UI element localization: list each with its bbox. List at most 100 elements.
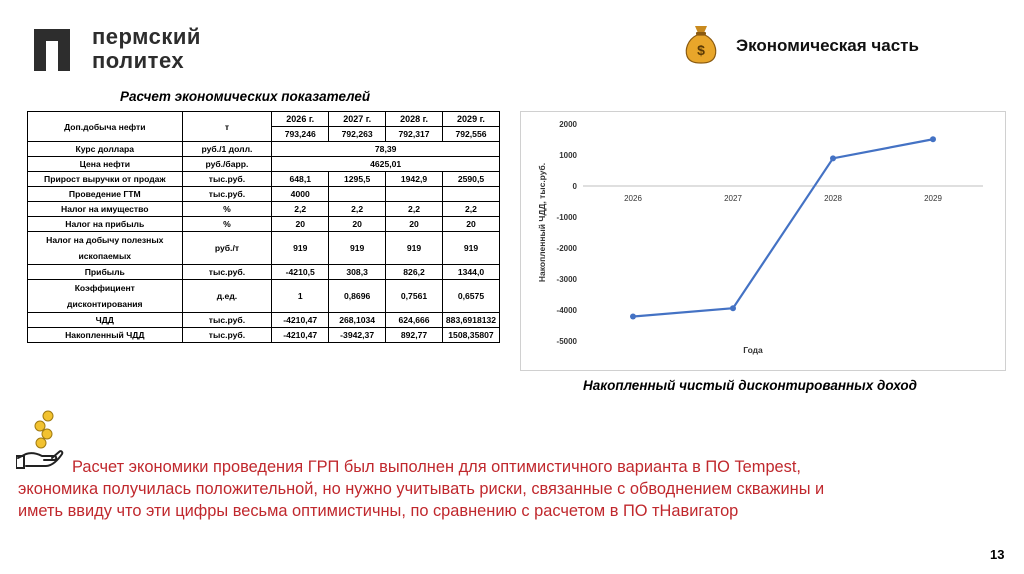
table-row: Налог на добычу полезных ископаемых руб.… [27, 231, 501, 265]
year-header: 2026 г. [271, 111, 330, 127]
table-cell: 648,1 [271, 171, 330, 187]
page-number: 13 [990, 547, 1005, 562]
table-cell: 0,7561 [385, 279, 443, 313]
data-point [830, 155, 836, 162]
conclusion-text: Расчет экономики проведения ГРП был выпо… [18, 456, 1003, 522]
table-cell: 20 [328, 216, 387, 232]
table-row: ЧДД тыс.руб. -4210,47 268,1034 624,666 8… [27, 312, 501, 328]
row-label-line: Налог на добычу полезных [46, 235, 164, 245]
table-row: Прирост выручки от продаж тыс.руб. 648,1… [27, 171, 501, 187]
unit-dollar: руб./1 долл. [181, 141, 273, 157]
row-label-production: Доп.добыча нефти [27, 111, 183, 142]
series-line [632, 138, 934, 318]
table-cell: 1942,9 [385, 171, 443, 187]
table-cell: -4210,47 [271, 312, 330, 328]
row-label-gtm: Проведение ГТМ [27, 186, 183, 202]
economics-table-container: Доп.добыча нефти т 2026 г. 2027 г. 2028 … [27, 111, 501, 343]
y-axis-title: Накопленный ЧДД, тыс.руб. [537, 163, 547, 282]
table-cell: 792,556 [441, 126, 501, 142]
unit-cum-npv: тыс.руб. [181, 327, 273, 343]
conclusion-line: иметь ввиду что эти цифры весьма оптимис… [18, 502, 739, 520]
year-header: 2028 г. [385, 111, 443, 127]
npv-chart: 2000 1000 0 -1000 -2000 -3000 -4000 -5000 2026 20… [520, 111, 1006, 371]
row-label-line: ископаемых [78, 251, 132, 261]
y-tick-label: -3000 [557, 275, 578, 284]
y-tick-label: -4000 [557, 306, 578, 315]
y-tick-label: 2000 [559, 120, 577, 129]
money-bag-icon: $ [685, 26, 717, 64]
table-cell: 2,2 [271, 201, 330, 217]
unit-gtm: тыс.руб. [181, 186, 273, 202]
table-cell [328, 186, 387, 202]
table-cell: 919 [441, 231, 501, 265]
row-label-oil-price: Цена нефти [27, 156, 183, 172]
table-row: Накопленный ЧДД тыс.руб. -4210,47 -3942,… [27, 327, 501, 343]
table-cell: 826,2 [385, 264, 443, 280]
svg-text:$: $ [697, 42, 705, 58]
table-cell: 793,246 [271, 126, 330, 142]
conclusion-line: экономика получилась положительной, но н… [18, 480, 825, 498]
table-cell: 1 [271, 279, 330, 313]
table-row: Прибыль тыс.руб. -4210,5 308,3 826,2 134… [27, 264, 501, 280]
year-header: 2029 г. [441, 111, 501, 127]
table-cell: -3942,37 [328, 327, 387, 343]
table-cell: -4210,47 [271, 327, 330, 343]
hand-coins-icon [16, 410, 64, 469]
y-tick-label: -2000 [557, 244, 578, 253]
table-cell: 1508,35807 [441, 327, 501, 343]
table-cell: 883,6918132 [441, 312, 501, 328]
table-cell: 2590,5 [441, 171, 501, 187]
logo-line-2: политех [92, 48, 185, 73]
table-cell: -4210,5 [271, 264, 330, 280]
row-label-discount: Коэффициент дисконтирования [27, 279, 183, 313]
unit-profit: тыс.руб. [181, 264, 273, 280]
table-cell: 4625,01 [271, 156, 500, 172]
x-tick-label: 2029 [924, 194, 942, 203]
table-cell: 0,6575 [441, 279, 501, 313]
y-tick-label: -5000 [557, 337, 578, 346]
x-tick-label: 2026 [624, 194, 642, 203]
row-label-line: Коэффициент [74, 283, 135, 293]
unit-production: т [181, 111, 273, 142]
data-point [930, 136, 936, 143]
section-title: Экономическая часть [736, 36, 919, 55]
unit-property-tax: % [181, 201, 273, 217]
table-cell: 0,8696 [328, 279, 387, 313]
table-cell: 1295,5 [328, 171, 387, 187]
table-row: Курс доллара руб./1 долл. 78,39 [27, 141, 500, 157]
year-header: 2027 г. [328, 111, 387, 127]
row-label-npv: ЧДД [27, 312, 183, 328]
y-tick-label: 1000 [559, 151, 577, 160]
y-tick-label: 0 [573, 182, 578, 191]
row-label-mineral-tax: Налог на добычу полезных ископаемых [27, 231, 183, 265]
table-row: Цена нефти руб./барр. 4625,01 [27, 156, 500, 172]
row-label-revenue: Прирост выручки от продаж [27, 171, 183, 187]
table-cell: 268,1034 [328, 312, 387, 328]
table-row: Налог на прибыль % 20 20 20 20 [27, 216, 501, 232]
table-cell: 792,317 [385, 126, 443, 142]
table-row: Коэффициент дисконтирования д.ед. 1 0,86… [27, 279, 501, 313]
table-cell: 4000 [271, 186, 330, 202]
logo-mark-icon [34, 29, 70, 71]
row-label-line: дисконтирования [67, 299, 143, 309]
unit-npv: тыс.руб. [181, 312, 273, 328]
table-cell: 20 [271, 216, 330, 232]
table-cell: 919 [385, 231, 443, 265]
npv-chart-svg: 2000 1000 0 -1000 -2000 -3000 -4000 -5000 2026 20… [537, 120, 983, 355]
x-tick-label: 2027 [724, 194, 742, 203]
row-label-profit-tax: Налог на прибыль [27, 216, 183, 232]
data-point [730, 305, 736, 312]
row-label-property-tax: Налог на имущество [27, 201, 183, 217]
table-cell: 78,39 [271, 141, 500, 157]
economics-table: Доп.добыча нефти т 2026 г. 2027 г. 2028 … [27, 111, 501, 343]
table-row: Доп.добыча нефти т 2026 г. 2027 г. 2028 … [27, 111, 501, 142]
table-row: Проведение ГТМ тыс.руб. 4000 [27, 186, 501, 202]
chart-caption: Накопленный чистый дисконтированных дохо… [583, 378, 917, 393]
x-axis-title: Года [743, 345, 763, 355]
unit-revenue: тыс.руб. [181, 171, 273, 187]
table-cell: 2,2 [328, 201, 387, 217]
row-label-cum-npv: Накопленный ЧДД [27, 327, 183, 343]
data-point [630, 313, 636, 320]
table-cell: 308,3 [328, 264, 387, 280]
table-cell: 792,263 [328, 126, 387, 142]
